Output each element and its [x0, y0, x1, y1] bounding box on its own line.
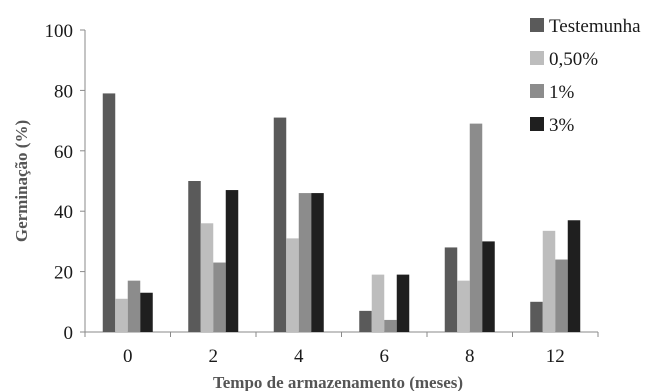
- legend-swatch: [530, 117, 544, 131]
- bar-3-12: [555, 259, 568, 332]
- legend-label: 1%: [549, 82, 575, 103]
- x-tick-label: 2: [209, 346, 219, 367]
- bar-2-2: [200, 223, 214, 332]
- x-tick-label: 8: [465, 346, 475, 367]
- x-tick-label: 6: [380, 346, 390, 367]
- bar-1-4: [273, 117, 287, 332]
- bar-3-0: [127, 280, 141, 332]
- bar-2-6: [371, 274, 385, 332]
- x-tick-label: 4: [294, 346, 304, 367]
- bar-4-6: [396, 274, 410, 332]
- bar-3-6: [384, 319, 397, 332]
- legend-label: Testemunha: [549, 16, 641, 37]
- x-tick-label: 0: [123, 346, 133, 367]
- legend-label: 0,50%: [549, 49, 598, 70]
- legend-swatch: [530, 18, 544, 32]
- y-tick-label: 0: [64, 323, 74, 344]
- legend: Testemunha 0,50% 1% 3%: [530, 16, 641, 136]
- bar-1-6: [359, 310, 372, 332]
- y-tick-label: 60: [54, 142, 73, 163]
- y-tick-label: 80: [54, 81, 73, 102]
- bar-4-0: [140, 292, 153, 332]
- bar-4-4: [311, 193, 324, 332]
- legend-label: 3%: [549, 115, 575, 136]
- y-axis-title: Germinação (%): [12, 120, 31, 242]
- bars: [102, 93, 581, 333]
- bar-4-12: [567, 220, 581, 332]
- y-axis-ticks: 0 20 40 60 80 100: [45, 21, 85, 344]
- x-axis-title: Tempo de armazenamento (meses): [213, 373, 463, 391]
- bar-1-12: [530, 301, 543, 332]
- bar-2-0: [115, 298, 128, 332]
- bar-3-4: [298, 193, 312, 332]
- bar-4-2: [225, 190, 239, 332]
- y-tick-label: 100: [45, 21, 74, 42]
- x-axis-ticks: 0 2 4 6 8 12: [84, 332, 599, 367]
- y-tick-label: 20: [54, 263, 73, 284]
- bar-4-8: [482, 241, 495, 332]
- legend-swatch: [530, 84, 544, 98]
- y-tick-label: 40: [54, 202, 73, 223]
- bar-2-8: [457, 280, 470, 332]
- bar-1-8: [444, 247, 458, 332]
- plot-area: 0 20 40 60 80 100 0 2 4 6 8 12: [45, 21, 599, 367]
- bar-2-12: [542, 230, 556, 332]
- x-tick-label: 12: [546, 346, 565, 367]
- bar-3-8: [469, 123, 483, 333]
- bar-1-0: [102, 93, 116, 332]
- bar-2-4: [286, 238, 299, 332]
- bar-3-2: [213, 262, 226, 332]
- bar-1-2: [188, 181, 201, 332]
- legend-swatch: [530, 51, 544, 65]
